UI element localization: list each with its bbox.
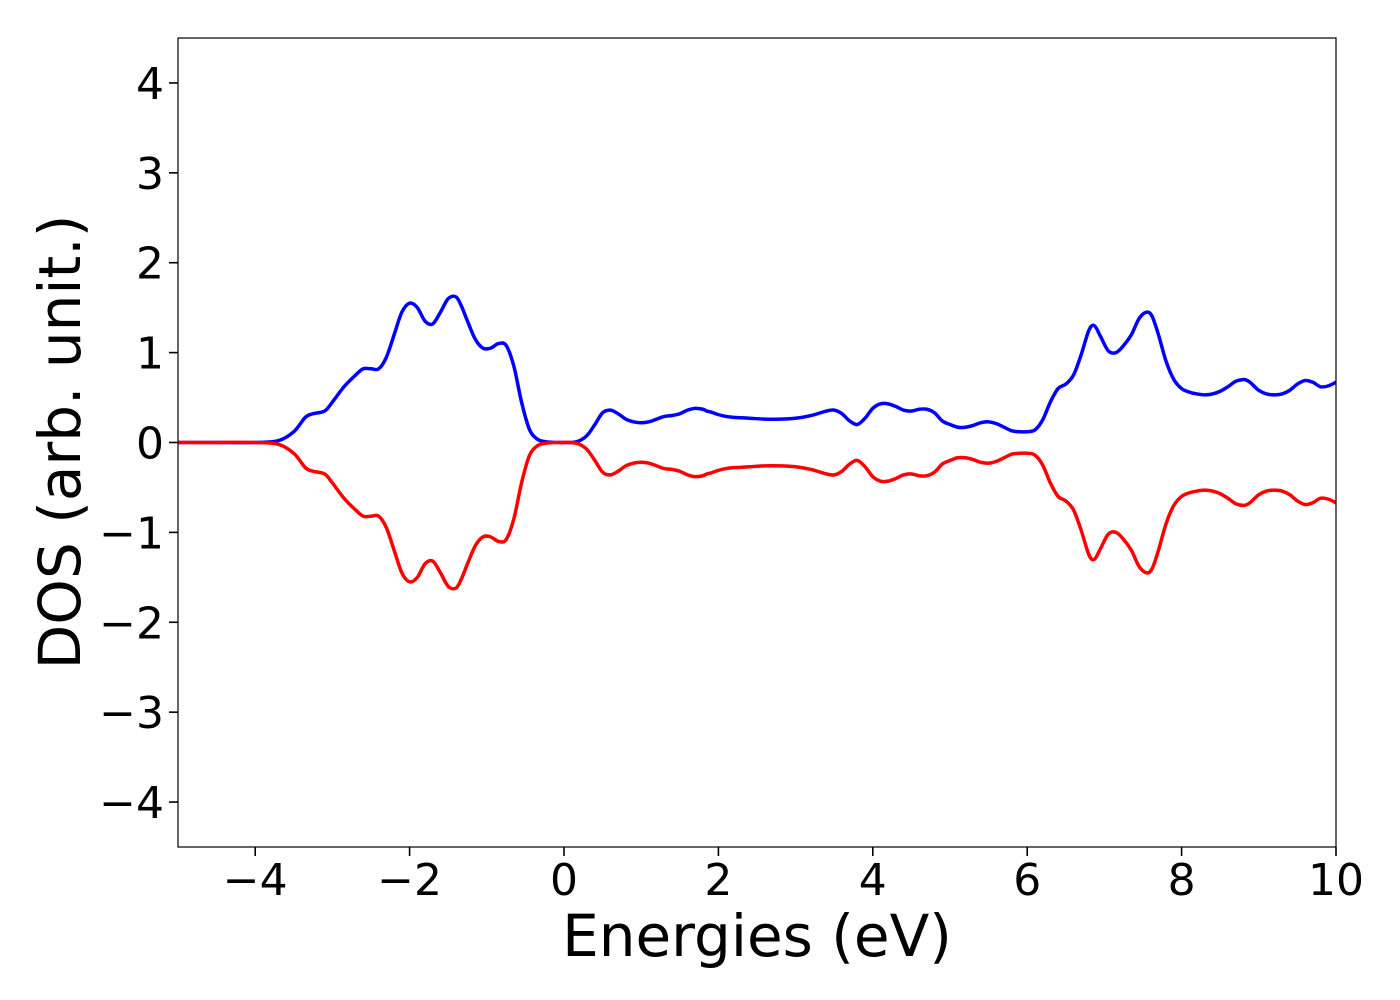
y-tick-label: 0 — [136, 419, 164, 470]
x-tick-label: 0 — [550, 855, 578, 906]
y-axis-label: DOS (arb. unit.) — [26, 215, 94, 670]
x-tick-label: 2 — [704, 855, 732, 906]
x-tick-label: 4 — [859, 855, 887, 906]
y-tick-label: 1 — [136, 329, 164, 380]
spin-up-dos-line — [178, 294, 1336, 445]
y-tick-label: −1 — [99, 508, 164, 559]
x-axis-label: Energies (eV) — [562, 902, 952, 970]
x-tick-label: −2 — [377, 855, 442, 906]
x-tick-label: 10 — [1308, 855, 1364, 906]
spin-down-dos-line — [178, 440, 1336, 591]
x-tick-label: 8 — [1168, 855, 1196, 906]
x-tick-label: −4 — [223, 855, 288, 906]
y-axis: 4 3 2 1 0 −1 −2 −3 −4 — [99, 59, 178, 829]
plot-frame — [177, 37, 1337, 848]
y-tick-label: 4 — [136, 59, 164, 110]
y-tick-label: −4 — [99, 778, 164, 829]
y-tick-label: −2 — [99, 598, 164, 649]
x-tick-label: 6 — [1013, 855, 1041, 906]
x-axis: −4 −2 0 2 4 6 8 10 — [223, 847, 1364, 906]
series-layer — [178, 294, 1336, 591]
y-tick-label: 2 — [136, 239, 164, 290]
y-tick-label: −3 — [99, 688, 164, 739]
y-tick-label: 3 — [136, 149, 164, 200]
